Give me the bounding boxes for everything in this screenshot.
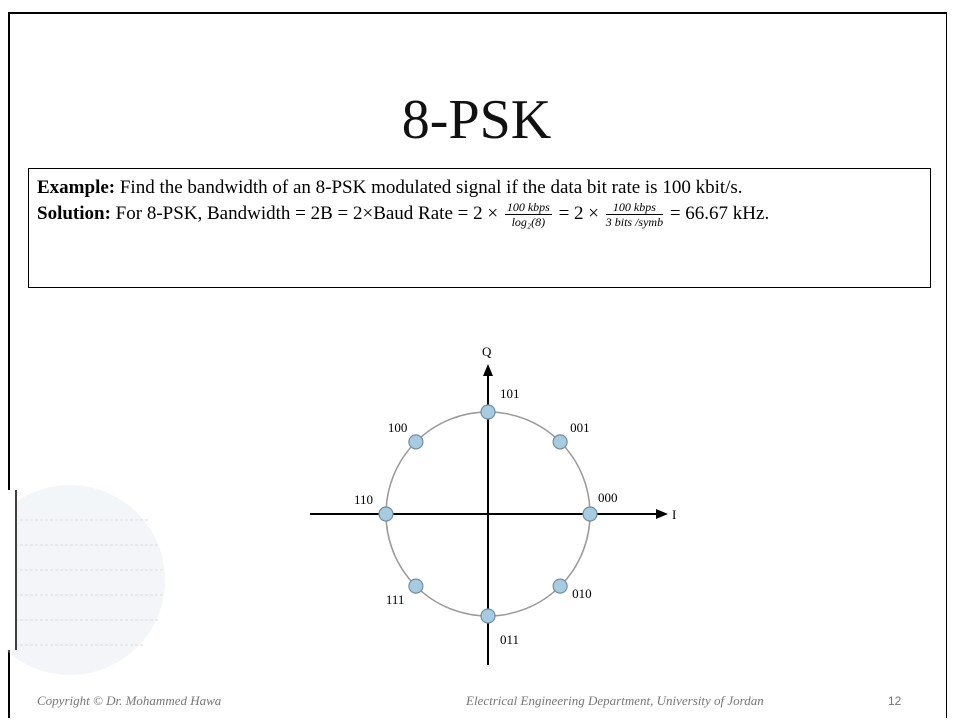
- constellation-point: [480, 608, 496, 624]
- point-label: 011: [500, 632, 519, 647]
- constellation-point: [408, 578, 424, 594]
- point-label: 101: [500, 386, 520, 401]
- point-label: 110: [354, 492, 373, 507]
- fraction: 100 kbps 3 bits /symb: [605, 200, 664, 229]
- example-label: Example:: [37, 177, 116, 198]
- constellation-point: [552, 434, 568, 450]
- point-label: 010: [572, 586, 592, 601]
- point-label: 000: [598, 490, 618, 505]
- point-label: 001: [570, 420, 590, 435]
- constellation-point: [378, 506, 394, 522]
- constellation-point: [582, 506, 598, 522]
- constellation-point: [408, 434, 424, 450]
- solution-mid: = 2 ×: [553, 202, 604, 224]
- numerator: 100 kbps: [504, 200, 552, 215]
- slide-title: 8-PSK: [401, 89, 552, 151]
- denominator: 3 bits /symb: [605, 215, 664, 229]
- constellation-point: [480, 404, 496, 420]
- q-label: Q: [482, 344, 492, 359]
- point-label: 100: [388, 420, 408, 435]
- constellation-point: [552, 578, 568, 594]
- globe-decoration: [0, 485, 165, 675]
- frame: [8, 12, 947, 718]
- copyright: Copyright © Dr. Mohammed Hawa: [37, 693, 222, 708]
- solution: Solution: For 8-PSK, Bandwidth = 2B = 2×…: [37, 200, 922, 229]
- example: Example: Find the bandwidth of an 8-PSK …: [37, 176, 922, 200]
- solution-tail: = 66.67 kHz.: [665, 202, 770, 224]
- fraction: 100 kbps log₂(8): [504, 200, 552, 229]
- page-number: 12: [888, 694, 902, 708]
- department: Electrical Engineering Department, Unive…: [466, 693, 764, 708]
- solution-lead: For 8-PSK, Bandwidth = 2B = 2×Baud Rate …: [110, 202, 503, 224]
- point-label: 111: [386, 592, 405, 607]
- i-label: I: [672, 507, 676, 522]
- solution-label: Solution:: [37, 202, 111, 224]
- numerator: 100 kbps: [605, 200, 664, 215]
- example-text: Find the bandwidth of an 8-PSK modulated…: [115, 177, 743, 198]
- denominator: log₂(8): [511, 215, 546, 229]
- example-box: Example: Find the bandwidth of an 8-PSK …: [28, 168, 931, 288]
